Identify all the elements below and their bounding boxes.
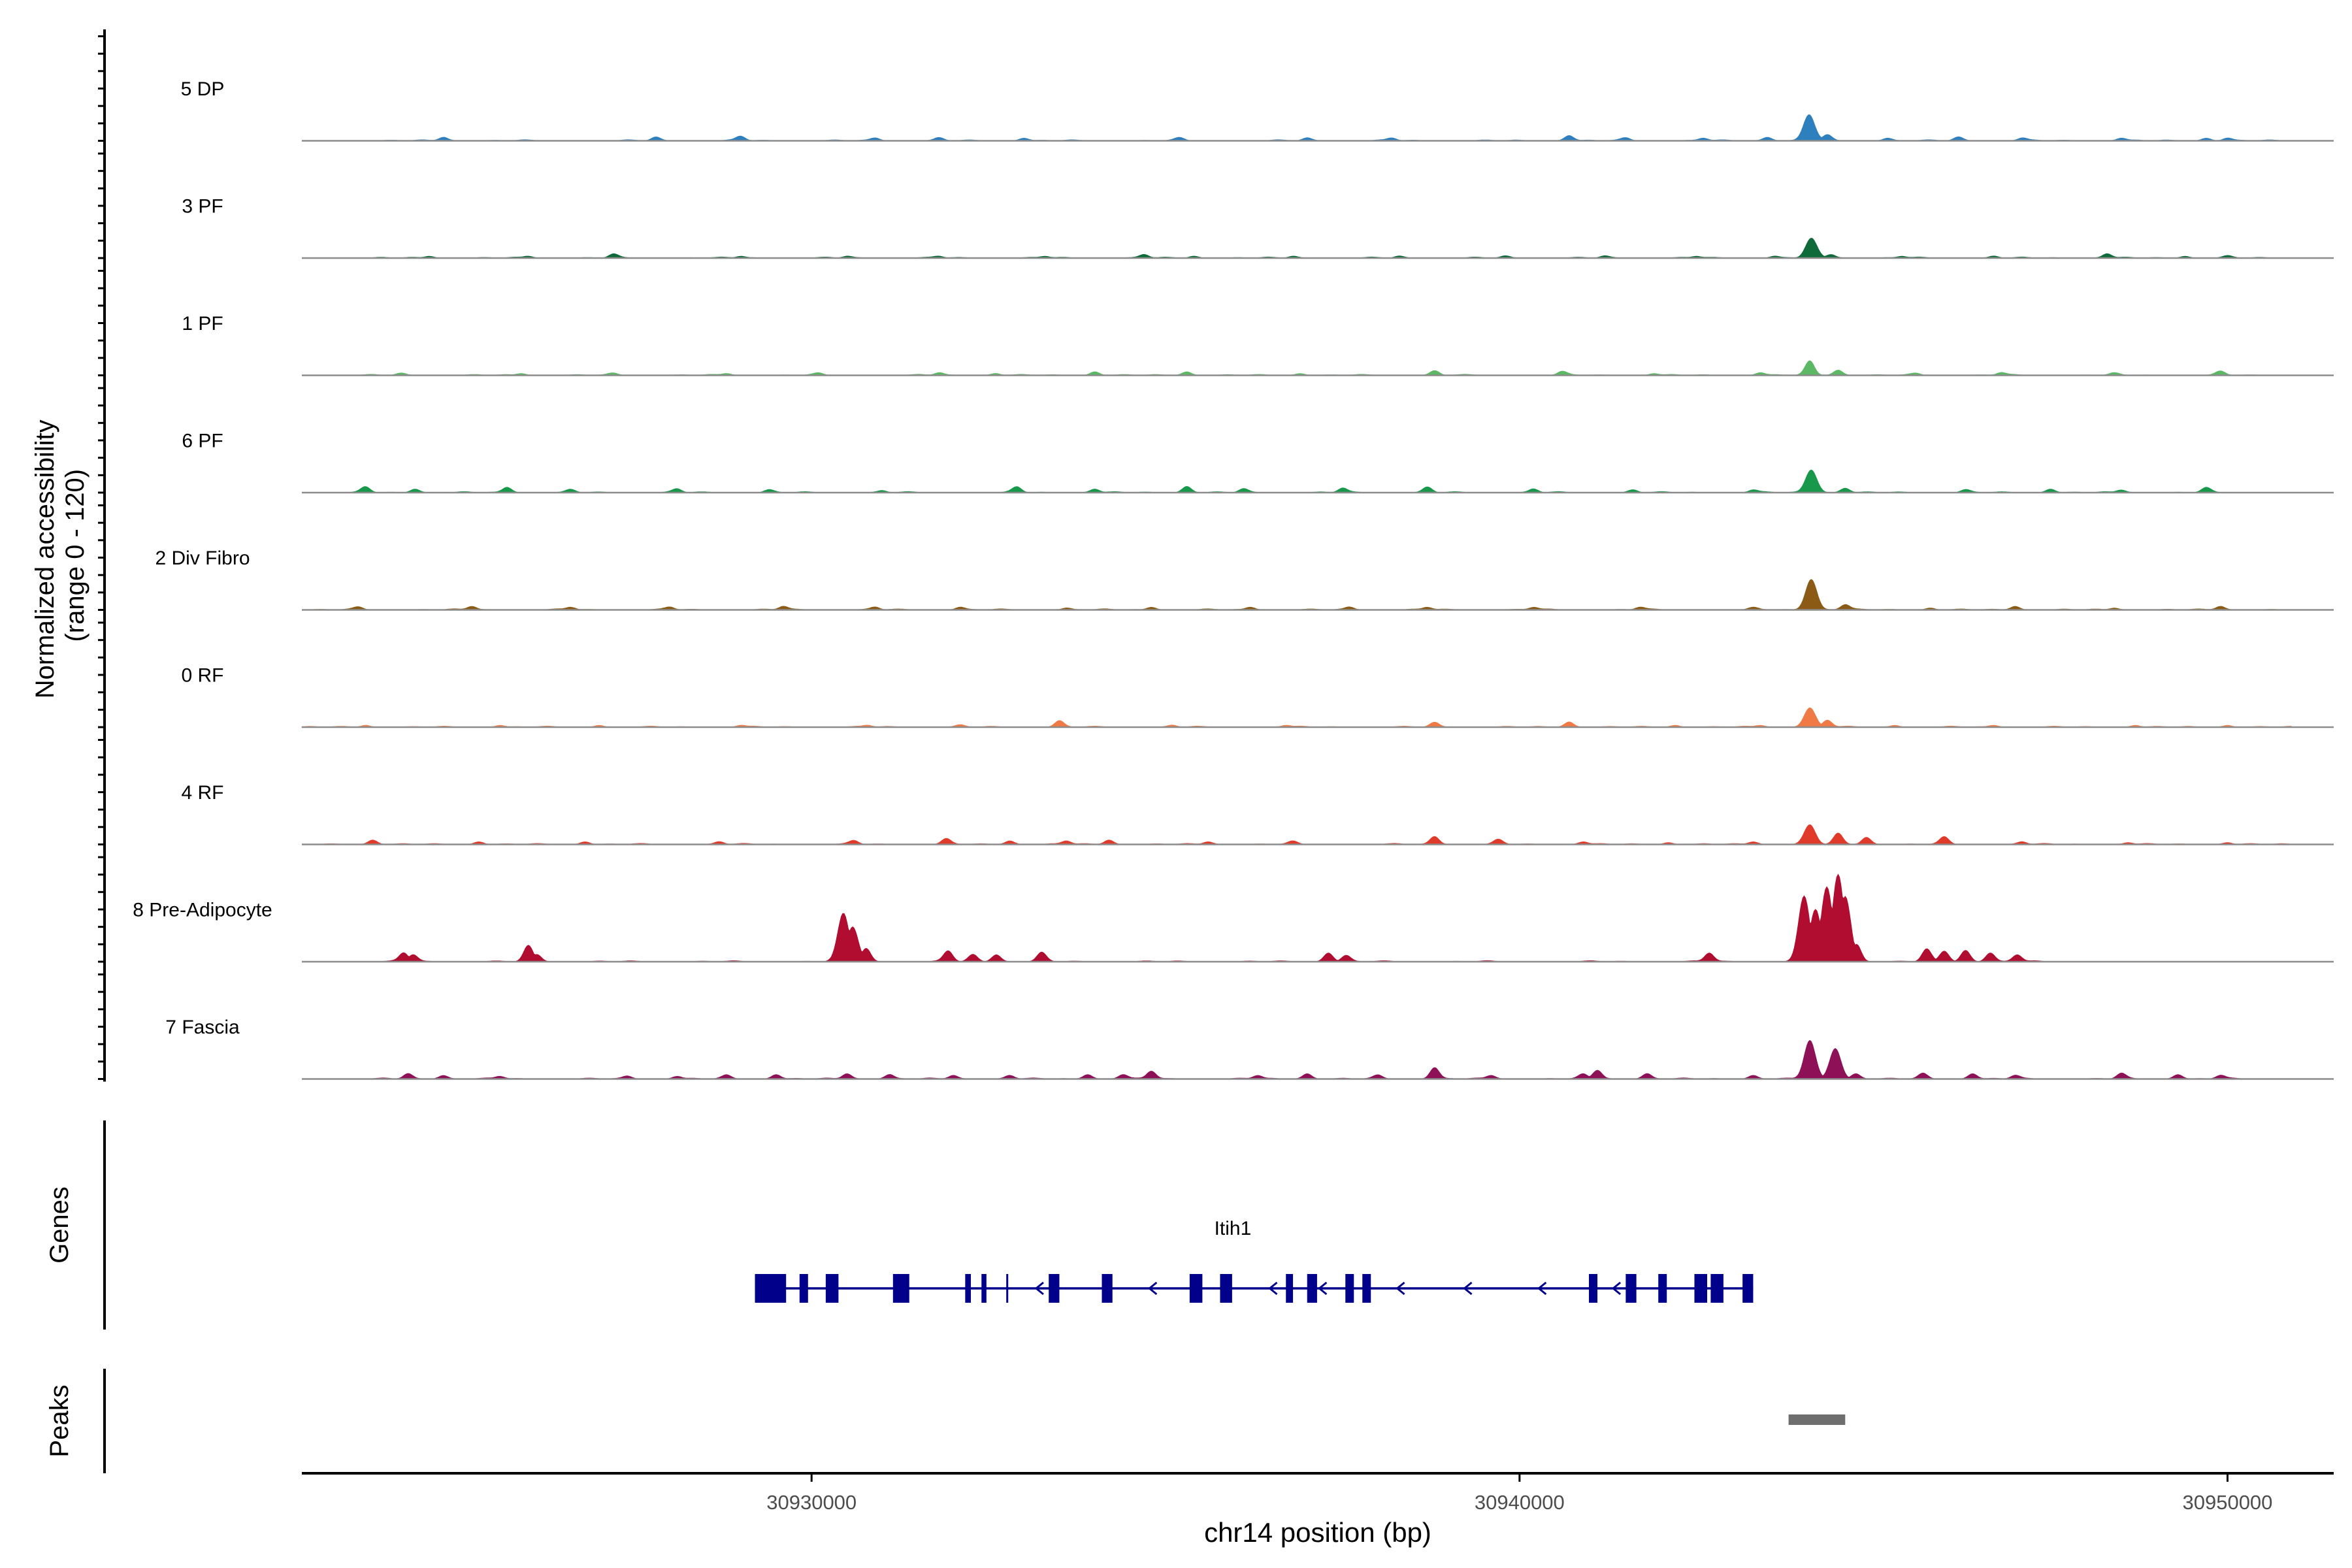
coverage-tracks: 5 DP 3 PF 1 PF 6 PF 2 Div Fibro 0 RF 4 RF 8 Pre…	[133, 78, 2334, 1080]
gene-exon	[1710, 1274, 1723, 1303]
track-8-pre-adipocyte: 8 Pre-Adipocyte	[133, 874, 2334, 963]
track-label: 3 PF	[182, 196, 223, 218]
gene-exon	[1286, 1274, 1294, 1303]
track-label: 8 Pre-Adipocyte	[133, 900, 272, 921]
track-0-rf: 0 RF	[181, 665, 2334, 728]
coverage-area	[302, 579, 2285, 610]
track-7-fascia: 7 Fascia	[165, 1017, 2334, 1080]
gene-exon	[1694, 1274, 1707, 1303]
genes-track-label: Genes	[45, 1186, 74, 1264]
strand-arrow	[1147, 1281, 1158, 1296]
x-tick-label: 30930000	[766, 1491, 857, 1514]
track-label: 0 RF	[181, 665, 223, 687]
gene-exon	[892, 1274, 909, 1303]
strand-arrow	[1537, 1281, 1547, 1296]
gene-exon	[1658, 1274, 1667, 1303]
accessibility-y-axis	[98, 29, 106, 1082]
coverage-area	[301, 237, 2291, 259]
gene-exon	[1006, 1274, 1009, 1303]
y-axis-label: Normalized accessibility (range 0 - 120)	[31, 412, 90, 698]
strand-arrow	[1268, 1281, 1278, 1296]
track-4-rf: 4 RF	[181, 782, 2334, 845]
y-axis-label-line2: (range 0 - 120)	[61, 469, 90, 642]
position-x-axis: 30930000 30940000 30950000 chr14 position …	[302, 1472, 2334, 1548]
genes-panel: Genes Itih1	[45, 1120, 1754, 1330]
strand-arrow	[1396, 1281, 1405, 1296]
track-3-pf: 3 PF	[182, 196, 2334, 259]
track-label: 5 DP	[181, 78, 225, 100]
gene-exon	[1742, 1274, 1754, 1303]
strand-arrow	[1611, 1281, 1622, 1296]
gene-exon	[1345, 1274, 1354, 1303]
gene-exon	[1220, 1274, 1232, 1303]
coverage-area	[301, 360, 2285, 376]
coverage-area	[302, 469, 2270, 493]
gene-exon	[1102, 1274, 1113, 1303]
gene-exon	[799, 1274, 808, 1303]
peaks-track-label: Peaks	[45, 1384, 74, 1457]
track-label: 2 Div Fibro	[155, 547, 250, 569]
strand-arrow	[1318, 1281, 1328, 1296]
gene-exon	[1049, 1274, 1060, 1303]
strand-arrow	[1034, 1281, 1044, 1296]
y-axis-label-line1: Normalized accessibility	[31, 419, 59, 698]
peak-region-bar	[1788, 1414, 1846, 1425]
track-label: 6 PF	[182, 431, 223, 452]
coverage-area	[301, 824, 2292, 845]
gene-exon	[755, 1274, 787, 1303]
track-1-pf: 1 PF	[182, 313, 2334, 376]
coverage-area	[301, 1039, 2285, 1079]
gene-exon	[1625, 1274, 1637, 1303]
track-label: 4 RF	[181, 782, 223, 804]
x-tick-label: 30950000	[2182, 1491, 2272, 1514]
x-tick-label: 30940000	[1475, 1491, 1565, 1514]
track-6-pf: 6 PF	[182, 431, 2334, 494]
track-label: 7 Fascia	[165, 1017, 240, 1038]
gene-exon	[1589, 1274, 1598, 1303]
track-2-div-fibro: 2 Div Fibro	[155, 547, 2334, 611]
strand-arrow	[1463, 1281, 1473, 1296]
track-5-dp: 5 DP	[181, 78, 2334, 142]
gene-exon	[981, 1274, 987, 1303]
gene-name-label: Itih1	[1215, 1218, 1252, 1239]
gene-model-itih1	[755, 1274, 1754, 1303]
peak-regions	[1788, 1414, 1846, 1425]
gene-exon	[1362, 1274, 1371, 1303]
coverage-area	[301, 707, 2292, 728]
coverage-area	[302, 874, 2082, 962]
gene-exon	[1307, 1274, 1317, 1303]
track-label: 1 PF	[182, 313, 223, 335]
peaks-panel: Peaks	[45, 1369, 1846, 1473]
gene-exon	[825, 1274, 839, 1303]
x-axis-ticks: 30930000 30940000 30950000	[766, 1473, 2272, 1514]
coverage-area	[301, 114, 2292, 142]
gene-exon	[965, 1274, 972, 1303]
gene-exon	[1189, 1274, 1203, 1303]
x-axis-label: chr14 position (bp)	[1204, 1517, 1431, 1548]
